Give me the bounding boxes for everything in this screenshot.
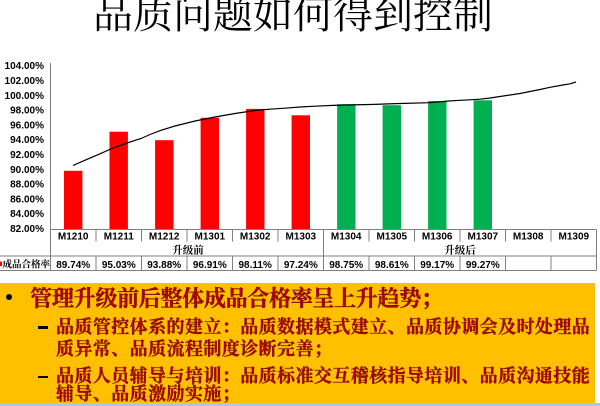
svg-text:M1212: M1212 — [149, 232, 180, 243]
svg-text:M1309: M1309 — [559, 232, 590, 243]
svg-text:98.11%: 98.11% — [239, 260, 272, 271]
svg-text:升级后: 升级后 — [444, 243, 476, 258]
svg-text:84.00%: 84.00% — [10, 209, 44, 220]
svg-text:89.74%: 89.74% — [56, 260, 90, 271]
svg-text:M1305: M1305 — [377, 232, 408, 243]
svg-text:100.00%: 100.00% — [5, 91, 45, 102]
svg-text:M1211: M1211 — [104, 232, 134, 243]
svg-text:M1301: M1301 — [195, 232, 226, 243]
svg-text:90.00%: 90.00% — [10, 165, 44, 176]
svg-text:M1302: M1302 — [240, 232, 271, 243]
svg-text:98.00%: 98.00% — [10, 106, 44, 117]
svg-text:94.00%: 94.00% — [10, 135, 44, 146]
svg-text:M1303: M1303 — [286, 232, 317, 243]
svg-text:96.91%: 96.91% — [193, 260, 227, 271]
svg-text:M1307: M1307 — [468, 232, 499, 243]
svg-text:98.75%: 98.75% — [329, 260, 363, 271]
svg-text:102.00%: 102.00% — [5, 76, 45, 87]
svg-text:86.00%: 86.00% — [10, 194, 44, 205]
svg-text:M1306: M1306 — [422, 232, 453, 243]
svg-text:M1304: M1304 — [331, 232, 362, 243]
svg-text:97.24%: 97.24% — [284, 260, 318, 271]
svg-text:98.61%: 98.61% — [375, 260, 409, 271]
svg-text:升级前: 升级前 — [172, 243, 204, 258]
svg-text:92.00%: 92.00% — [10, 150, 44, 161]
svg-text:99.17%: 99.17% — [420, 260, 454, 271]
svg-text:M1210: M1210 — [58, 232, 89, 243]
svg-text:104.00%: 104.00% — [5, 61, 45, 72]
svg-text:成品合格率: 成品合格率 — [3, 257, 51, 271]
svg-text:M1308: M1308 — [513, 232, 544, 243]
svg-text:93.88%: 93.88% — [147, 260, 181, 271]
svg-text:88.00%: 88.00% — [10, 180, 44, 191]
svg-text:82.00%: 82.00% — [10, 224, 44, 235]
svg-text:99.27%: 99.27% — [466, 260, 500, 271]
svg-text:95.03%: 95.03% — [102, 260, 136, 271]
svg-text:96.00%: 96.00% — [10, 120, 44, 131]
